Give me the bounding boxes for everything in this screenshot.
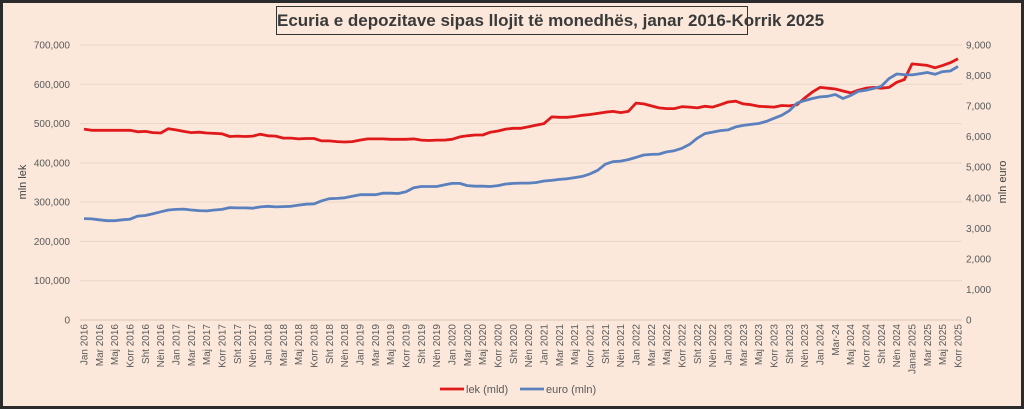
x-tick-label: Maj 2022 (662, 324, 673, 366)
y2-tick-label: 4,000 (966, 193, 991, 204)
y-tick-label: 600,000 (34, 80, 71, 91)
x-tick-label: Sht 2017 (233, 324, 244, 364)
y2-tick-label: 8,000 (966, 71, 991, 82)
x-tick-label: Korr 2019 (402, 324, 413, 368)
legend-label: lek (mld) (466, 384, 508, 396)
x-tick-label: Sht 2020 (509, 324, 520, 364)
x-tick-label: Jan 2019 (356, 324, 367, 366)
x-tick-label: Jan 2018 (264, 324, 275, 366)
x-tick-label: Jan 2017 (172, 324, 183, 366)
x-tick-label: Nën 2020 (524, 324, 535, 368)
x-tick-label: Mar-24 (831, 324, 842, 356)
x-tick-label: Maj 2025 (938, 324, 949, 366)
x-tick-label: Nën 2019 (432, 324, 443, 368)
x-tick-label: Sht 2018 (325, 324, 336, 364)
x-tick-label: Jan 2023 (724, 324, 735, 366)
x-tick-label: Mar 2016 (95, 324, 106, 367)
x-tick-label: Nën 2023 (800, 324, 811, 368)
x-tick-label: Maj 2020 (478, 324, 489, 366)
x-tick-label: Korr 2024 (862, 324, 873, 368)
y-tick-label: 0 (64, 316, 70, 327)
x-tick-label: Mar 2018 (279, 324, 290, 367)
y2-tick-label: 0 (966, 316, 972, 327)
x-tick-label: Janar 2025 (908, 324, 919, 374)
x-tick-label: Maj 2024 (846, 324, 857, 366)
x-tick-label: Mar 2019 (371, 324, 382, 367)
y-axis-title: mln lek (17, 164, 29, 199)
x-tick-label: Maj 2019 (386, 324, 397, 366)
y-tick-label: 700,000 (34, 41, 71, 52)
x-tick-label: Mar 2022 (647, 324, 658, 367)
x-tick-label: Jan 2024 (816, 324, 827, 366)
x-tick-label: Sht 2016 (141, 324, 152, 364)
y2-tick-label: 3,000 (966, 224, 991, 235)
x-tick-label: Mar 2021 (555, 324, 566, 367)
x-tick-label: Sht 2019 (417, 324, 428, 364)
y2-tick-label: 9,000 (966, 41, 991, 52)
x-tick-label: Nën 2024 (892, 324, 903, 368)
x-tick-label: Korr 2020 (494, 324, 505, 368)
euro-series-line (83, 65, 959, 223)
x-tick-label: Sht 2022 (693, 324, 704, 364)
y2-tick-label: 2,000 (966, 254, 991, 265)
x-tick-label: Korr 2018 (310, 324, 321, 368)
x-tick-label: Maj 2018 (294, 324, 305, 366)
x-tick-label: Mar 2025 (923, 324, 934, 367)
x-tick-label: Nën 2016 (156, 324, 167, 368)
y2-tick-label: 7,000 (966, 102, 991, 113)
x-tick-label: Korr 2021 (586, 324, 597, 368)
y-tick-label: 200,000 (34, 237, 71, 248)
x-tick-label: Jan 2016 (80, 324, 91, 366)
x-tick-label: Sht 2024 (877, 324, 888, 364)
x-tick-label: Nën 2021 (616, 324, 627, 368)
x-tick-label: Korr 2025 (954, 324, 965, 368)
y-tick-label: 300,000 (34, 198, 71, 209)
x-tick-label: Nën 2018 (340, 324, 351, 368)
y2-tick-label: 5,000 (966, 163, 991, 174)
x-tick-label: Nën 2022 (708, 324, 719, 368)
legend-label: euro (mln) (546, 384, 596, 396)
x-tick-label: Maj 2016 (110, 324, 121, 366)
x-tick-label: Nën 2017 (248, 324, 259, 368)
x-tick-label: Sht 2021 (601, 324, 612, 364)
x-tick-label: Jan 2021 (540, 324, 551, 366)
x-tick-label: Korr 2023 (770, 324, 781, 368)
x-tick-label: Korr 2022 (678, 324, 689, 368)
lek-series-line (83, 57, 959, 144)
chart-title: Ecuria e depozitave sipas llojit të mone… (276, 6, 824, 35)
y2-axis-title: mln euro (997, 161, 1009, 204)
x-tick-label: Korr 2017 (218, 324, 229, 368)
x-tick-label: Mar 2023 (739, 324, 750, 367)
x-tick-label: Jan 2020 (448, 324, 459, 366)
x-tick-label: Sht 2023 (785, 324, 796, 364)
x-tick-label: Maj 2017 (202, 324, 213, 366)
x-tick-label: Korr 2016 (126, 324, 137, 368)
y-tick-label: 100,000 (34, 276, 71, 287)
y-tick-label: 500,000 (34, 119, 71, 130)
y2-tick-label: 6,000 (966, 132, 991, 143)
x-tick-label: Jan 2022 (632, 324, 643, 366)
x-tick-label: Mar 2017 (187, 324, 198, 367)
x-tick-label: Maj 2021 (570, 324, 581, 366)
y2-tick-label: 1,000 (966, 285, 991, 296)
x-tick-label: Maj 2023 (754, 324, 765, 366)
x-tick-label: Mar 2020 (463, 324, 474, 367)
y-tick-label: 400,000 (34, 158, 71, 169)
